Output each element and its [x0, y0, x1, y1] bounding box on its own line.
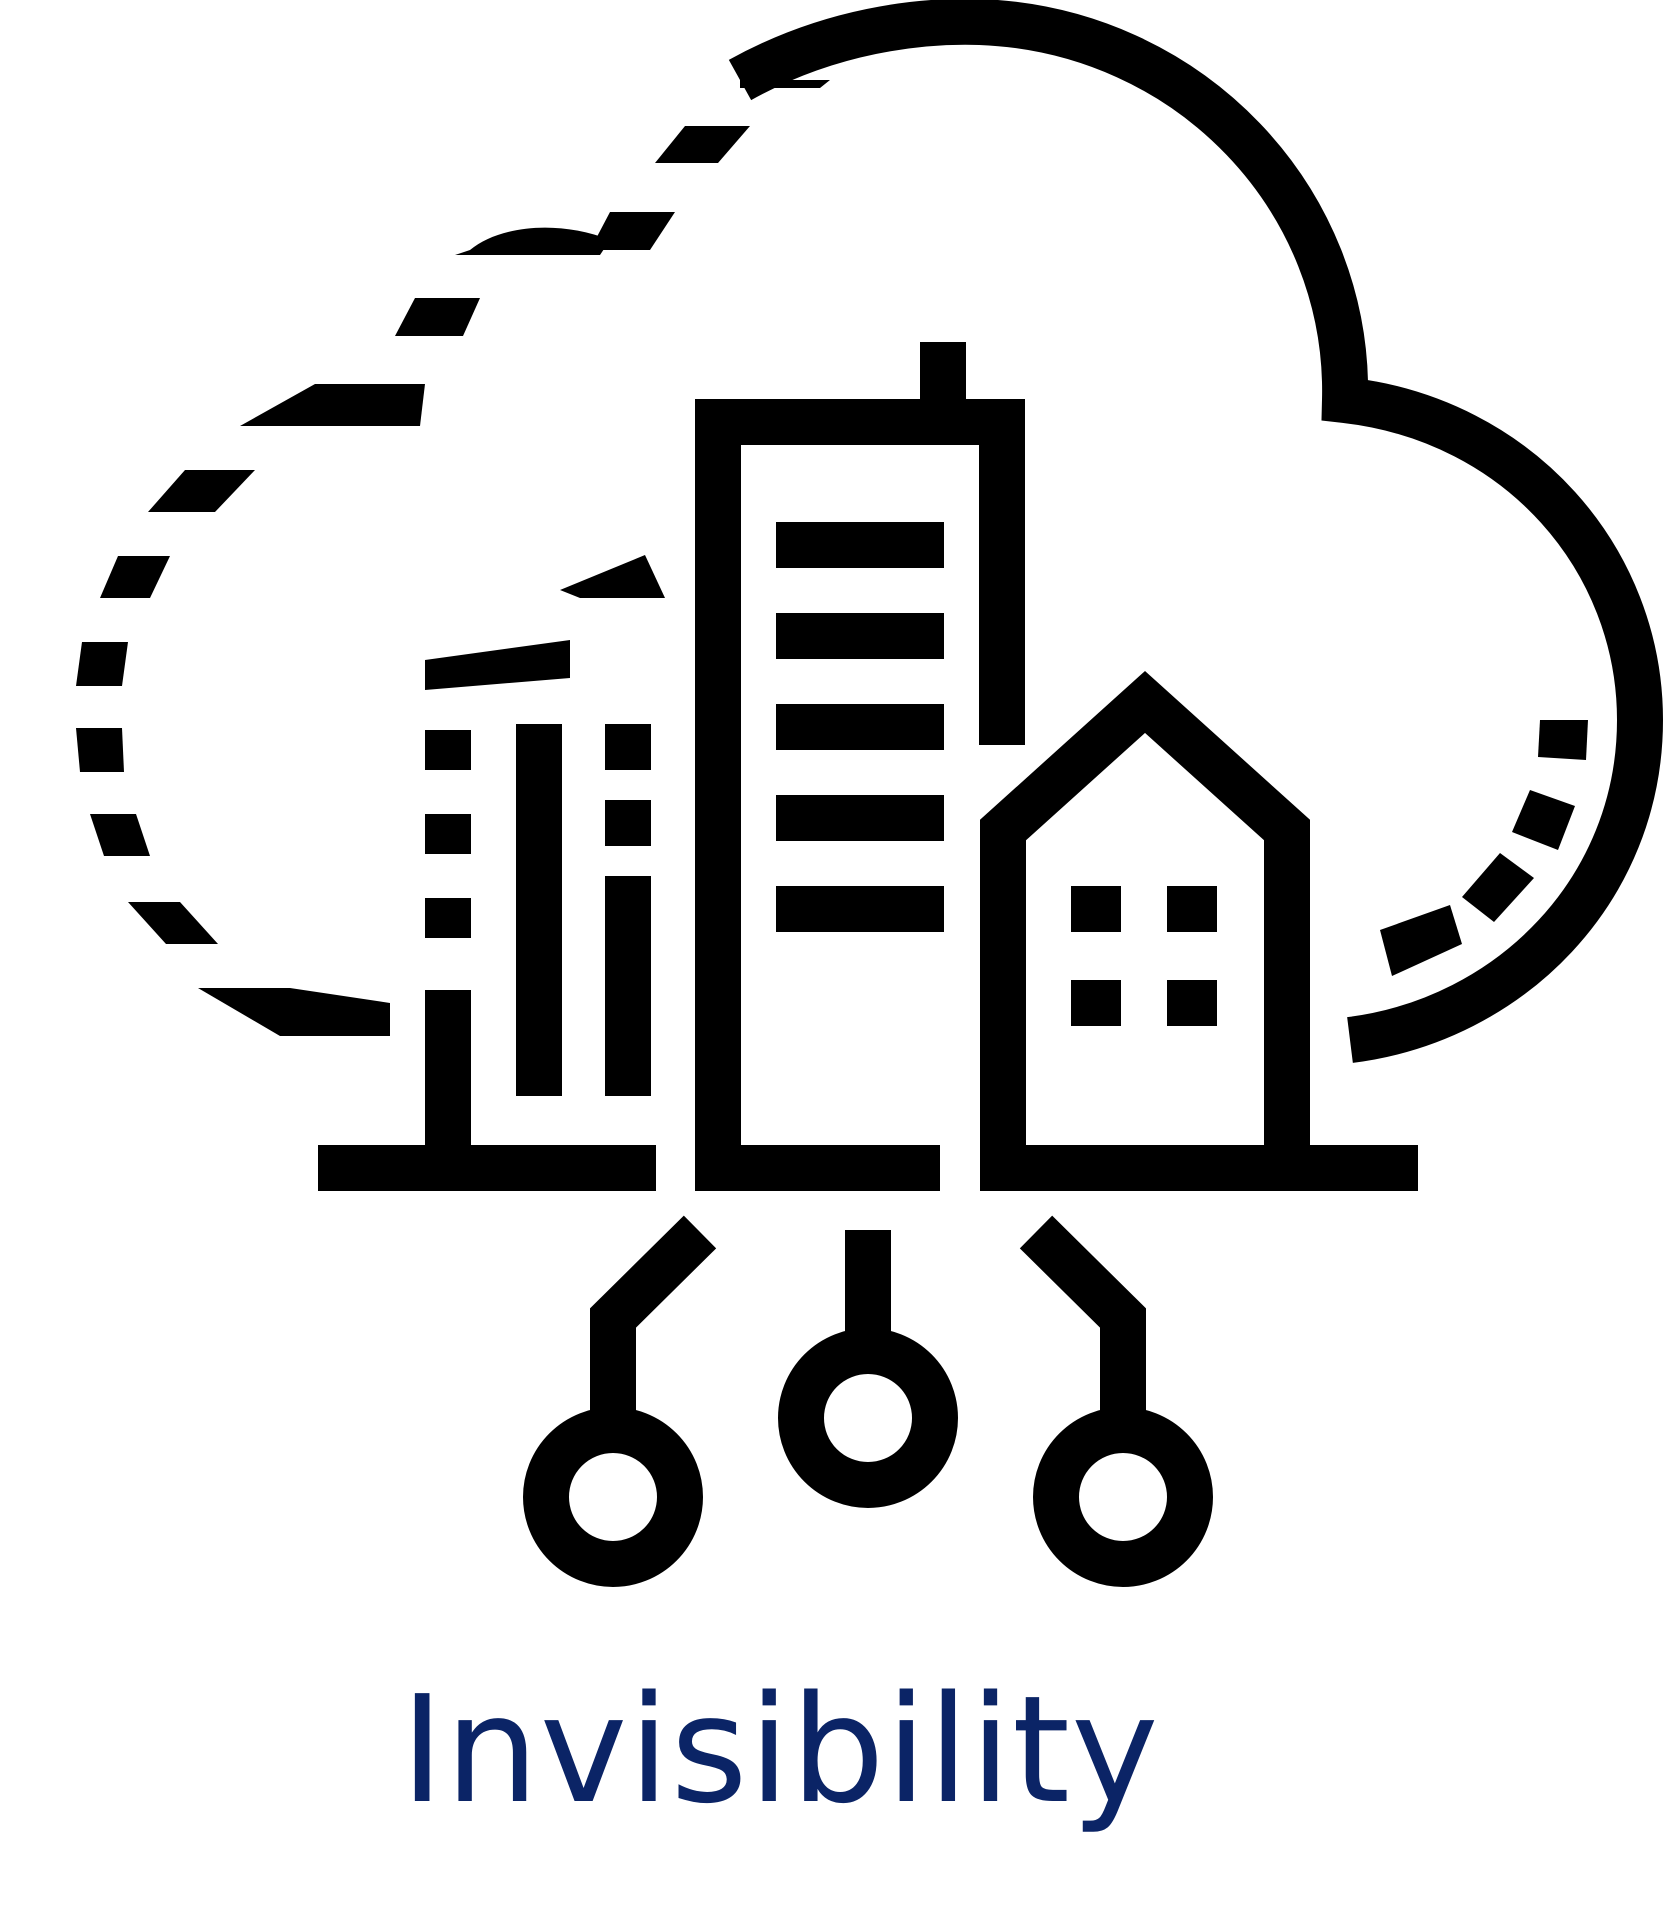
left-building: [425, 555, 665, 1150]
tall-tower: [695, 342, 1025, 1168]
house-windows: [1071, 886, 1217, 1026]
caption-text: Invisibility: [400, 1664, 1160, 1836]
cloud-outline: [728, 0, 1663, 1063]
cloud-dashed-outline: [76, 80, 1588, 1036]
house: [980, 671, 1310, 1168]
circuit-nodes: [523, 1215, 1213, 1587]
ground-line: [318, 1145, 1418, 1191]
tower-windows: [776, 522, 944, 932]
